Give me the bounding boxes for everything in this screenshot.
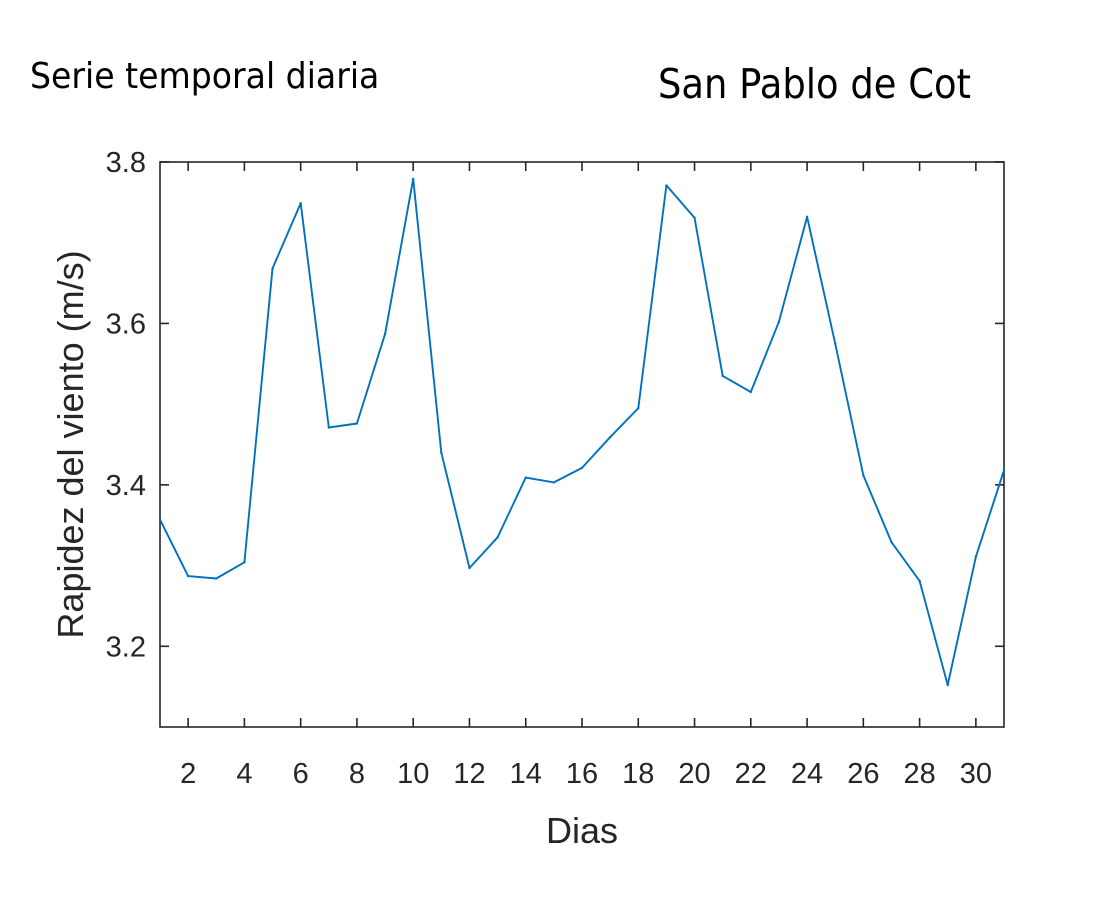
data-point xyxy=(946,683,949,687)
data-point xyxy=(580,466,584,470)
x-axis-label: Dias xyxy=(546,810,618,851)
y-axis-label: Rapidez del viento (m/s) xyxy=(50,250,91,638)
y-tick-label: 3.2 xyxy=(106,631,146,663)
data-point xyxy=(243,561,246,564)
data-point xyxy=(805,215,809,219)
y-tick-label: 3.6 xyxy=(106,308,146,340)
x-tick-label: 12 xyxy=(453,758,485,790)
x-tick-label: 26 xyxy=(847,758,879,790)
data-point xyxy=(215,577,218,580)
data-point xyxy=(327,426,330,429)
data-point xyxy=(918,579,921,583)
x-tick-label: 10 xyxy=(397,758,429,790)
data-point xyxy=(608,436,612,439)
x-tick-label: 22 xyxy=(735,758,767,790)
x-tick-label: 4 xyxy=(236,758,252,790)
x-tick-label: 2 xyxy=(180,758,196,790)
data-point xyxy=(158,518,162,521)
data-point xyxy=(834,342,837,345)
data-point xyxy=(440,451,443,454)
axes-box xyxy=(159,161,1005,728)
station-name: San Pablo de Cot xyxy=(658,60,972,108)
data-point xyxy=(496,536,499,539)
series-line-0 xyxy=(159,177,1005,686)
data-point xyxy=(468,566,471,570)
x-tick-label: 16 xyxy=(566,758,598,790)
data-point xyxy=(186,574,190,578)
data-point xyxy=(862,473,865,477)
data-point xyxy=(721,374,724,378)
data-point xyxy=(637,406,640,410)
y-tick-label: 3.8 xyxy=(106,147,146,179)
data-point xyxy=(890,540,893,544)
x-tick-label: 6 xyxy=(293,758,309,790)
data-point xyxy=(749,390,752,394)
x-tick-label: 18 xyxy=(622,758,654,790)
data-point xyxy=(524,476,527,479)
data-point xyxy=(1002,469,1006,472)
data-point xyxy=(552,481,556,484)
data-point xyxy=(271,267,274,270)
x-tick-label: 30 xyxy=(960,758,992,790)
x-tick-label: 20 xyxy=(678,758,710,790)
data-point xyxy=(693,216,696,219)
data-point xyxy=(974,555,978,558)
chart-subtitle: Serie temporal diaria xyxy=(30,56,380,97)
plot-area: 2 4 6 8 10 12 14 16 18 20 22 24 26 28 303.23.43.63.8Di… xyxy=(50,147,1006,851)
data-point xyxy=(299,201,302,205)
x-tick-label: 8 xyxy=(349,758,365,790)
data-point xyxy=(355,422,359,425)
x-tick-label: 28 xyxy=(903,758,935,790)
data-point xyxy=(777,320,781,324)
data-point xyxy=(412,177,415,181)
data-point xyxy=(665,184,668,187)
data-point xyxy=(383,332,387,336)
x-tick-label: 24 xyxy=(791,758,823,790)
y-tick-label: 3.4 xyxy=(106,470,146,502)
x-tick-label: 14 xyxy=(510,758,542,790)
